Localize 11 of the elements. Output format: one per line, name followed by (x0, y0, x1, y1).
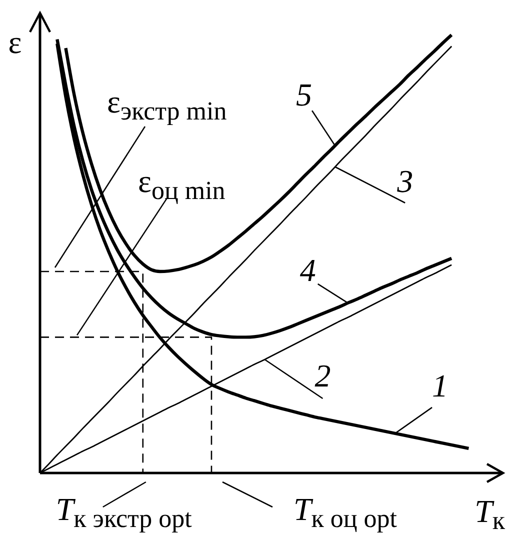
series-label: 3 (396, 162, 414, 199)
x-axis-title: T$_{к}$ (474, 493, 506, 535)
series-label: 4 (300, 252, 316, 288)
y-axis-title: ε (8, 24, 22, 60)
annotation: ε$_{оц min}$ (138, 163, 226, 206)
annotation: ε$_{экстр min}$ (107, 83, 227, 126)
text: T$_{к экстр opt}$ (56, 491, 193, 533)
series-label: 2 (314, 358, 331, 394)
text: T$_{к оц opt}$ (293, 491, 398, 533)
series-label: 1 (432, 367, 448, 404)
series-label: 5 (296, 76, 312, 113)
